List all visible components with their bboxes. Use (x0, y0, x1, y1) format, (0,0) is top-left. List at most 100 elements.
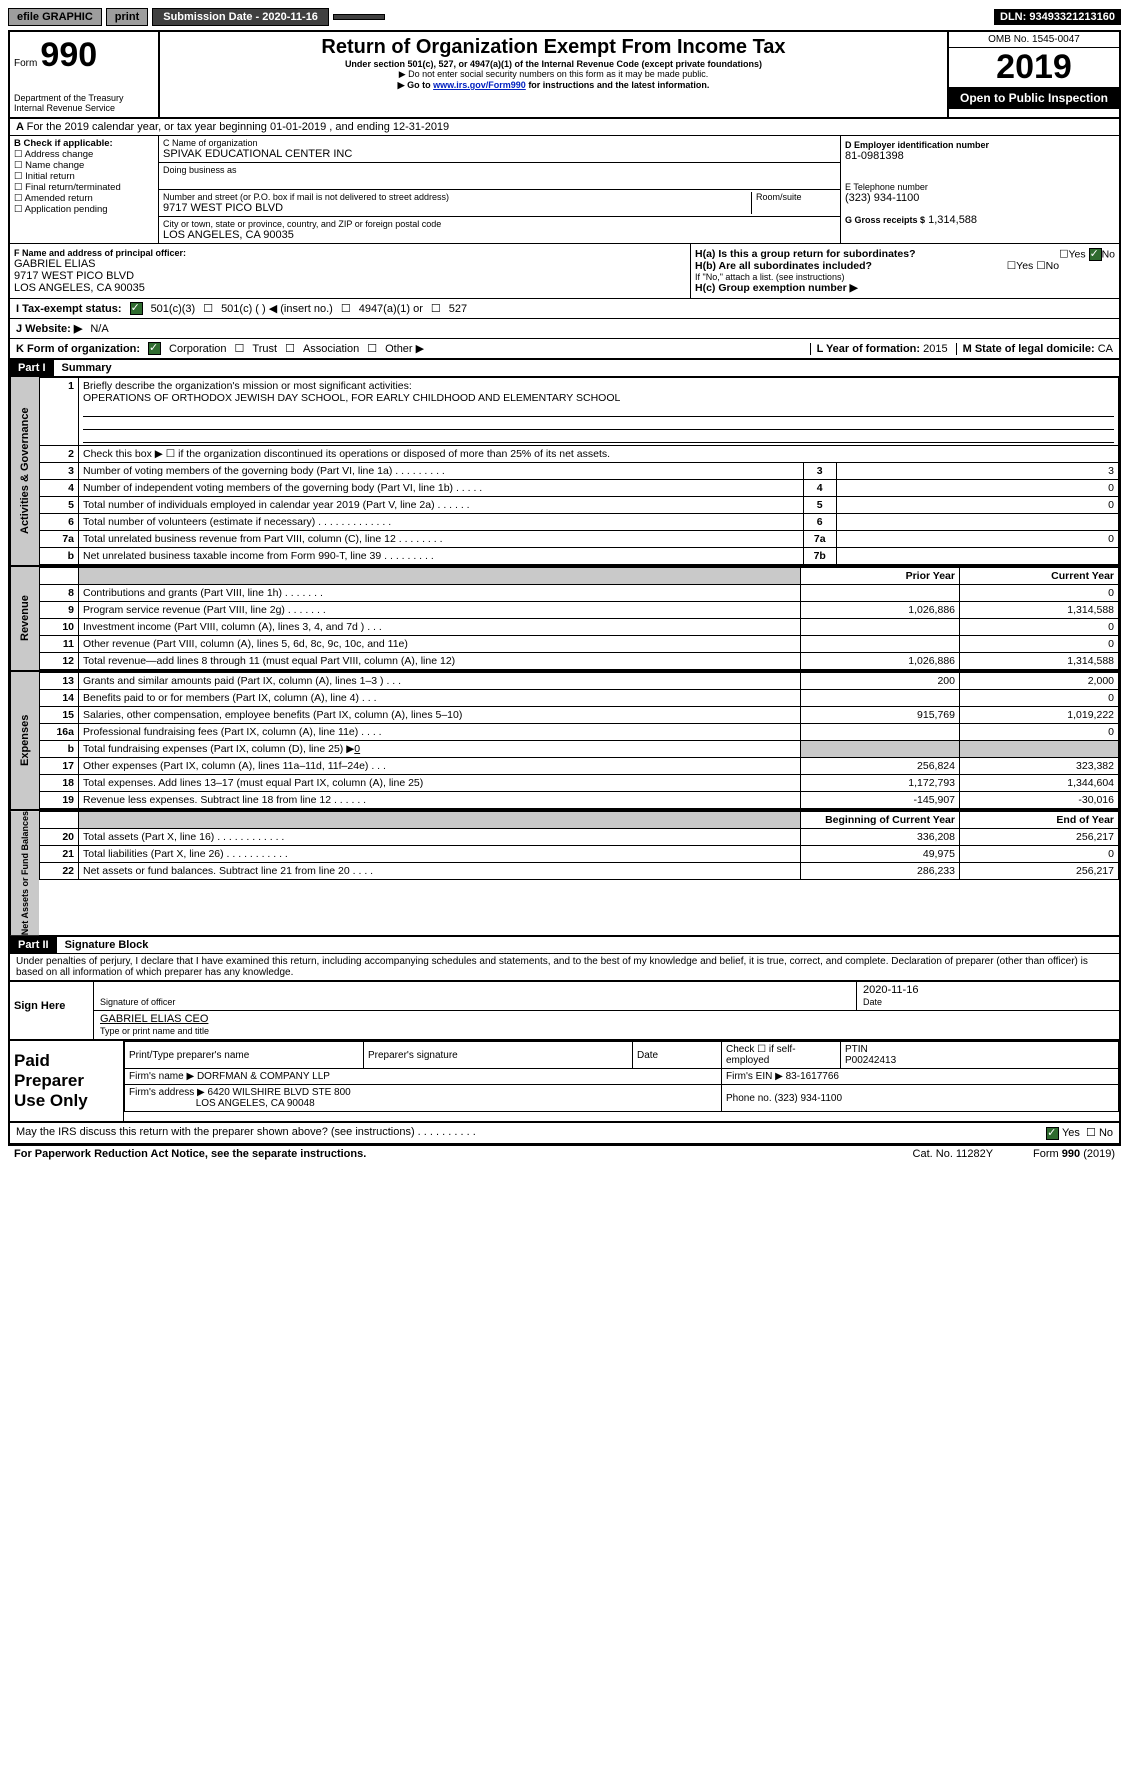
line-a-text: For the 2019 calendar year, or tax year … (27, 121, 450, 133)
c10: 0 (960, 619, 1119, 636)
note-link: ▶ Go to www.irs.gov/Form990 for instruct… (164, 80, 943, 91)
opt-pending: ☐ Application pending (14, 204, 154, 215)
k-org-row: K Form of organization: Corporation ☐Tru… (8, 339, 1121, 360)
p17: 256,824 (801, 758, 960, 775)
discuss-text: May the IRS discuss this return with the… (16, 1126, 476, 1140)
submission-date-button[interactable]: Submission Date - 2020-11-16 (152, 8, 329, 26)
opt-amended: ☐ Amended return (14, 193, 154, 204)
firm-label: Firm's name ▶ (129, 1071, 194, 1082)
hb-note: If "No," attach a list. (see instruction… (695, 272, 1115, 282)
c19: -30,016 (960, 792, 1119, 809)
s527: 527 (449, 303, 467, 315)
d-label: D Employer identification number (845, 140, 1115, 150)
footer-line: For Paperwork Reduction Act Notice, see … (8, 1145, 1121, 1162)
r14: Benefits paid to or for members (Part IX… (79, 690, 801, 707)
r15: Salaries, other compensation, employee b… (79, 707, 801, 724)
irs-link[interactable]: www.irs.gov/Form990 (433, 80, 526, 90)
p14 (801, 690, 960, 707)
p21: 49,975 (801, 846, 960, 863)
hb-row: H(b) Are all subordinates included? ☐Yes… (695, 260, 1115, 272)
form-number: 990 (40, 36, 97, 74)
l-label: L Year of formation: (817, 343, 921, 355)
form-footer: Form 990 (2019) (1033, 1148, 1115, 1160)
r22: Net assets or fund balances. Subtract li… (79, 863, 801, 880)
city: LOS ANGELES, CA 90035 (163, 229, 836, 241)
r12: Total revenue—add lines 8 through 11 (mu… (79, 653, 801, 670)
p13: 200 (801, 673, 960, 690)
a4947: 4947(a)(1) or (359, 303, 423, 315)
i-label: I Tax-exempt status: (16, 303, 122, 315)
part2-header: Part II Signature Block (8, 937, 1121, 954)
room-label: Room/suite (756, 192, 836, 202)
c15: 1,019,222 (960, 707, 1119, 724)
sign-date: 2020-11-16 (863, 984, 918, 996)
efile-button[interactable]: efile GRAPHIC (8, 8, 102, 26)
firm-addr2: LOS ANGELES, CA 90048 (196, 1098, 315, 1109)
tax-year: 2019 (949, 48, 1119, 87)
irs-label: Internal Revenue Service (14, 103, 154, 113)
print-button[interactable]: print (106, 8, 148, 26)
self-employed: Check ☐ if self-employed (722, 1042, 841, 1069)
firm-ein: 83-1617766 (786, 1071, 839, 1082)
paid-preparer-label: Paid Preparer Use Only (10, 1041, 124, 1121)
c12: 1,314,588 (960, 653, 1119, 670)
firm-phone: (323) 934-1100 (774, 1093, 842, 1104)
c13: 2,000 (960, 673, 1119, 690)
r13: Grants and similar amounts paid (Part IX… (79, 673, 801, 690)
blank-button[interactable] (333, 14, 385, 20)
r16a: Professional fundraising fees (Part IX, … (79, 724, 801, 741)
sign-block: Sign Here Signature of officer 2020-11-1… (8, 981, 1121, 1041)
website-row: J Website: ▶ N/A (8, 319, 1121, 339)
c21: 0 (960, 846, 1119, 863)
section-b-heading: B Check if applicable: (14, 138, 154, 149)
name-title-label: Type or print name and title (100, 1026, 209, 1036)
prep-name-h: Print/Type preparer's name (125, 1042, 364, 1069)
firm-addr-label: Firm's address ▶ (129, 1087, 205, 1098)
other: Other ▶ (385, 342, 424, 355)
dln-label: DLN: 93493321213160 (994, 9, 1121, 25)
c-name-label: C Name of organization (163, 138, 836, 148)
corp-checkbox (148, 342, 161, 355)
p10 (801, 619, 960, 636)
perjury-text: Under penalties of perjury, I declare th… (8, 954, 1121, 981)
p22: 286,233 (801, 863, 960, 880)
part1-tag: Part I (10, 360, 54, 376)
q3: Number of voting members of the governin… (79, 463, 804, 480)
a6 (836, 514, 1118, 531)
officer-street: 9717 WEST PICO BLVD (14, 270, 686, 282)
part2-title: Signature Block (57, 939, 149, 951)
prior-header: Prior Year (801, 568, 960, 585)
yes-label: Yes (1062, 1127, 1080, 1139)
dba-label: Doing business as (163, 165, 836, 175)
ha-row: H(a) Is this a group return for subordin… (695, 248, 1115, 260)
m-label: M State of legal domicile: (963, 343, 1095, 355)
ein: 81-0981398 (845, 150, 1115, 162)
prep-date-h: Date (633, 1042, 722, 1069)
part1-title: Summary (54, 362, 112, 374)
discuss-yes-checkbox (1046, 1127, 1059, 1140)
k-label: K Form of organization: (16, 343, 140, 355)
c14: 0 (960, 690, 1119, 707)
a4: 0 (836, 480, 1118, 497)
open-public-badge: Open to Public Inspection (949, 87, 1119, 109)
trust: Trust (252, 343, 277, 355)
side-net: Net Assets or Fund Balances (10, 811, 39, 935)
sig-officer-label: Signature of officer (100, 997, 175, 1007)
netassets-section: Net Assets or Fund Balances Beginning of… (8, 811, 1121, 937)
main-title: Return of Organization Exempt From Incom… (164, 36, 943, 59)
note2-pre: ▶ Go to (398, 80, 433, 90)
r9: Program service revenue (Part VIII, line… (79, 602, 801, 619)
p18: 1,172,793 (801, 775, 960, 792)
officer-city: LOS ANGELES, CA 90035 (14, 282, 686, 294)
q2: Check this box ▶ ☐ if the organization d… (79, 446, 1119, 463)
dept-treasury: Department of the Treasury (14, 93, 154, 103)
opt-final: ☐ Final return/terminated (14, 182, 154, 193)
opt-address: ☐ Address change (14, 149, 154, 160)
c3-checkbox (130, 302, 143, 315)
ptin-h: PTIN (845, 1044, 868, 1055)
paperwork-text: For Paperwork Reduction Act Notice, see … (14, 1148, 366, 1160)
org-name: SPIVAK EDUCATIONAL CENTER INC (163, 148, 836, 160)
j-label: J Website: ▶ (16, 322, 82, 335)
c20: 256,217 (960, 829, 1119, 846)
e-label: E Telephone number (845, 182, 1115, 192)
